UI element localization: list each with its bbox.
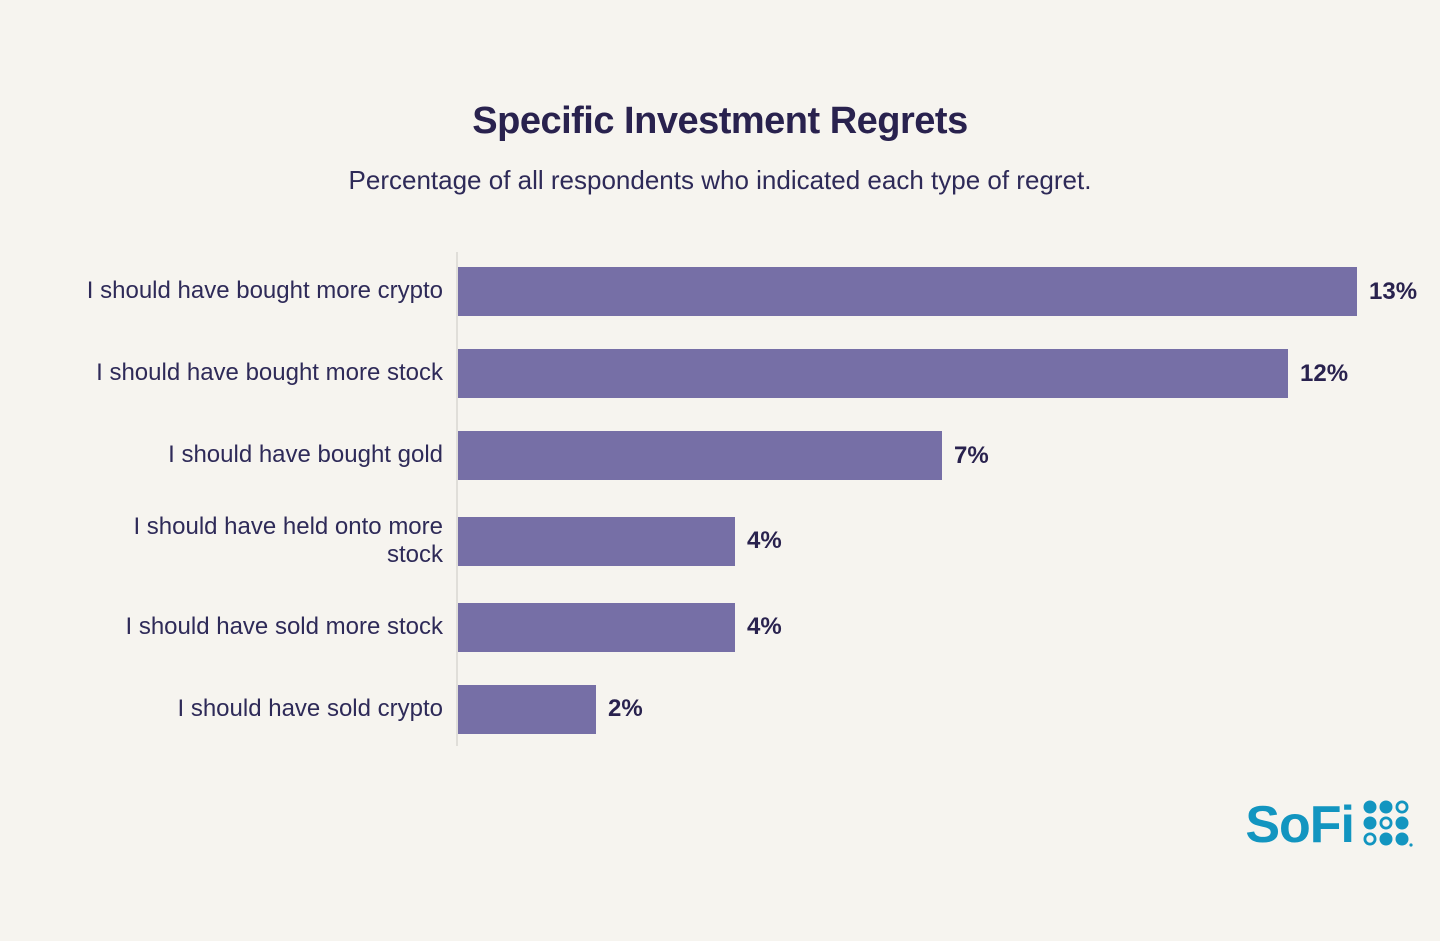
y-axis-line xyxy=(456,252,458,746)
bar-label: I should have bought more stock xyxy=(96,359,443,387)
bar-track: 13% xyxy=(458,267,1417,316)
bar-row: I should have bought more crypto 13% xyxy=(0,267,1440,316)
bar-rows: I should have bought more crypto 13% I s… xyxy=(0,252,1440,746)
sofi-dots-circles xyxy=(1363,800,1413,847)
bar-row: I should have held onto more stock 4% xyxy=(0,513,1440,570)
bar-label: I should have sold more stock xyxy=(125,612,444,640)
bar-track: 2% xyxy=(458,684,643,734)
bar-row: I should have sold crypto 2% xyxy=(0,684,1440,734)
bar-row: I should have bought more stock 12% xyxy=(0,349,1440,398)
bar xyxy=(458,431,942,480)
bar-label: I should have bought gold xyxy=(168,441,443,469)
bar xyxy=(458,516,735,566)
page-title: Specific Investment Regrets xyxy=(472,100,968,142)
bar-row: I should have sold more stock 4% xyxy=(0,602,1440,652)
bar-track: 7% xyxy=(458,431,989,480)
bar-label: I should have held onto more stock xyxy=(133,513,443,569)
sofi-logo: SoFi xyxy=(1245,799,1413,851)
bar-value-label: 7% xyxy=(954,441,989,469)
bar-value-label: 12% xyxy=(1300,359,1349,387)
bar-track: 4% xyxy=(458,516,782,566)
bar-label: I should have sold crypto xyxy=(177,694,444,722)
bar-value-label: 2% xyxy=(608,695,643,723)
bar xyxy=(458,267,1357,316)
bar-chart: I should have bought more crypto 13% I s… xyxy=(0,252,1440,746)
page-subtitle: Percentage of all respondents who indica… xyxy=(348,165,1092,195)
bar-row: I should have bought gold 7% xyxy=(0,431,1440,480)
bar-value-label: 13% xyxy=(1369,277,1418,305)
bar-value-label: 4% xyxy=(747,613,782,641)
bar xyxy=(458,349,1288,398)
sofi-dots-grid-icon xyxy=(1363,800,1413,847)
bar xyxy=(458,684,596,734)
bar-track: 4% xyxy=(458,602,782,652)
bar-value-label: 4% xyxy=(747,527,782,555)
bar-track: 12% xyxy=(458,349,1348,398)
bar-label: I should have bought more crypto xyxy=(86,277,443,305)
bar xyxy=(458,602,735,652)
sofi-logo-text: SoFi xyxy=(1245,796,1355,854)
header: Specific Investment Regrets Percentage o… xyxy=(0,0,1440,196)
trademark-dot xyxy=(1409,843,1413,847)
